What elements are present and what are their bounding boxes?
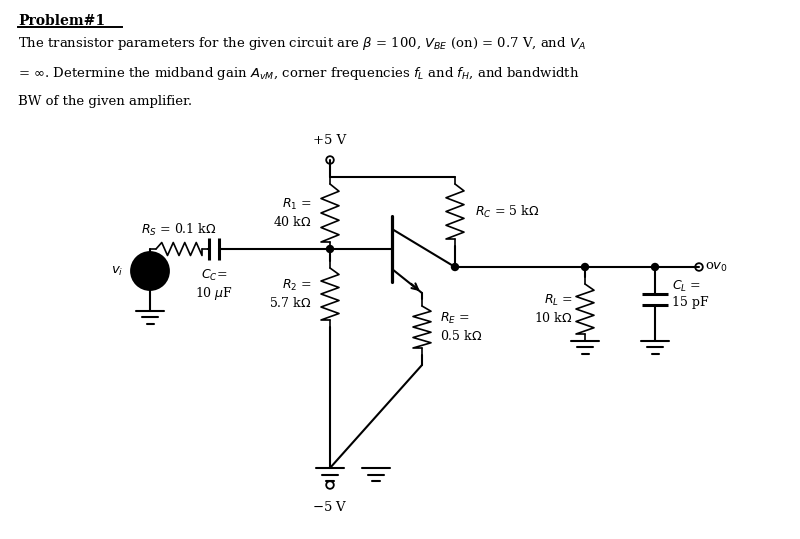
Circle shape xyxy=(451,264,458,271)
Circle shape xyxy=(651,264,658,271)
Text: $C_L$ =
15 pF: $C_L$ = 15 pF xyxy=(672,279,709,309)
Text: +5 V: +5 V xyxy=(314,134,346,147)
Text: $C_C$=
10 $\mu$F: $C_C$= 10 $\mu$F xyxy=(195,268,233,302)
Circle shape xyxy=(131,252,169,290)
Text: $v_i$: $v_i$ xyxy=(110,265,123,278)
Text: BW of the given amplifier.: BW of the given amplifier. xyxy=(18,95,192,108)
Circle shape xyxy=(326,245,334,252)
Text: $R_S$ = 0.1 k$\Omega$: $R_S$ = 0.1 k$\Omega$ xyxy=(142,222,217,238)
Text: $R_1$ =
40 k$\Omega$: $R_1$ = 40 k$\Omega$ xyxy=(274,197,312,229)
Text: $R_2$ =
5.7 k$\Omega$: $R_2$ = 5.7 k$\Omega$ xyxy=(270,278,312,309)
Text: $-$: $-$ xyxy=(145,272,155,285)
Text: $R_L$ =
10 k$\Omega$: $R_L$ = 10 k$\Omega$ xyxy=(534,293,573,324)
Text: Problem#1: Problem#1 xyxy=(18,14,105,28)
Text: $-$5 V: $-$5 V xyxy=(312,500,348,514)
Circle shape xyxy=(582,264,589,271)
Text: $R_E$ =
0.5 k$\Omega$: $R_E$ = 0.5 k$\Omega$ xyxy=(440,312,482,343)
Text: The transistor parameters for the given circuit are $\beta$ = 100, $V_{BE}$ (on): The transistor parameters for the given … xyxy=(18,35,586,52)
Text: = $\infty$. Determine the midband gain $A_{vM}$, corner frequencies $f_L$ and $f: = $\infty$. Determine the midband gain $… xyxy=(18,65,579,82)
Text: $R_C$ = 5 k$\Omega$: $R_C$ = 5 k$\Omega$ xyxy=(475,203,539,219)
Text: o$v_0$: o$v_0$ xyxy=(705,260,728,274)
Text: +: + xyxy=(145,257,155,270)
